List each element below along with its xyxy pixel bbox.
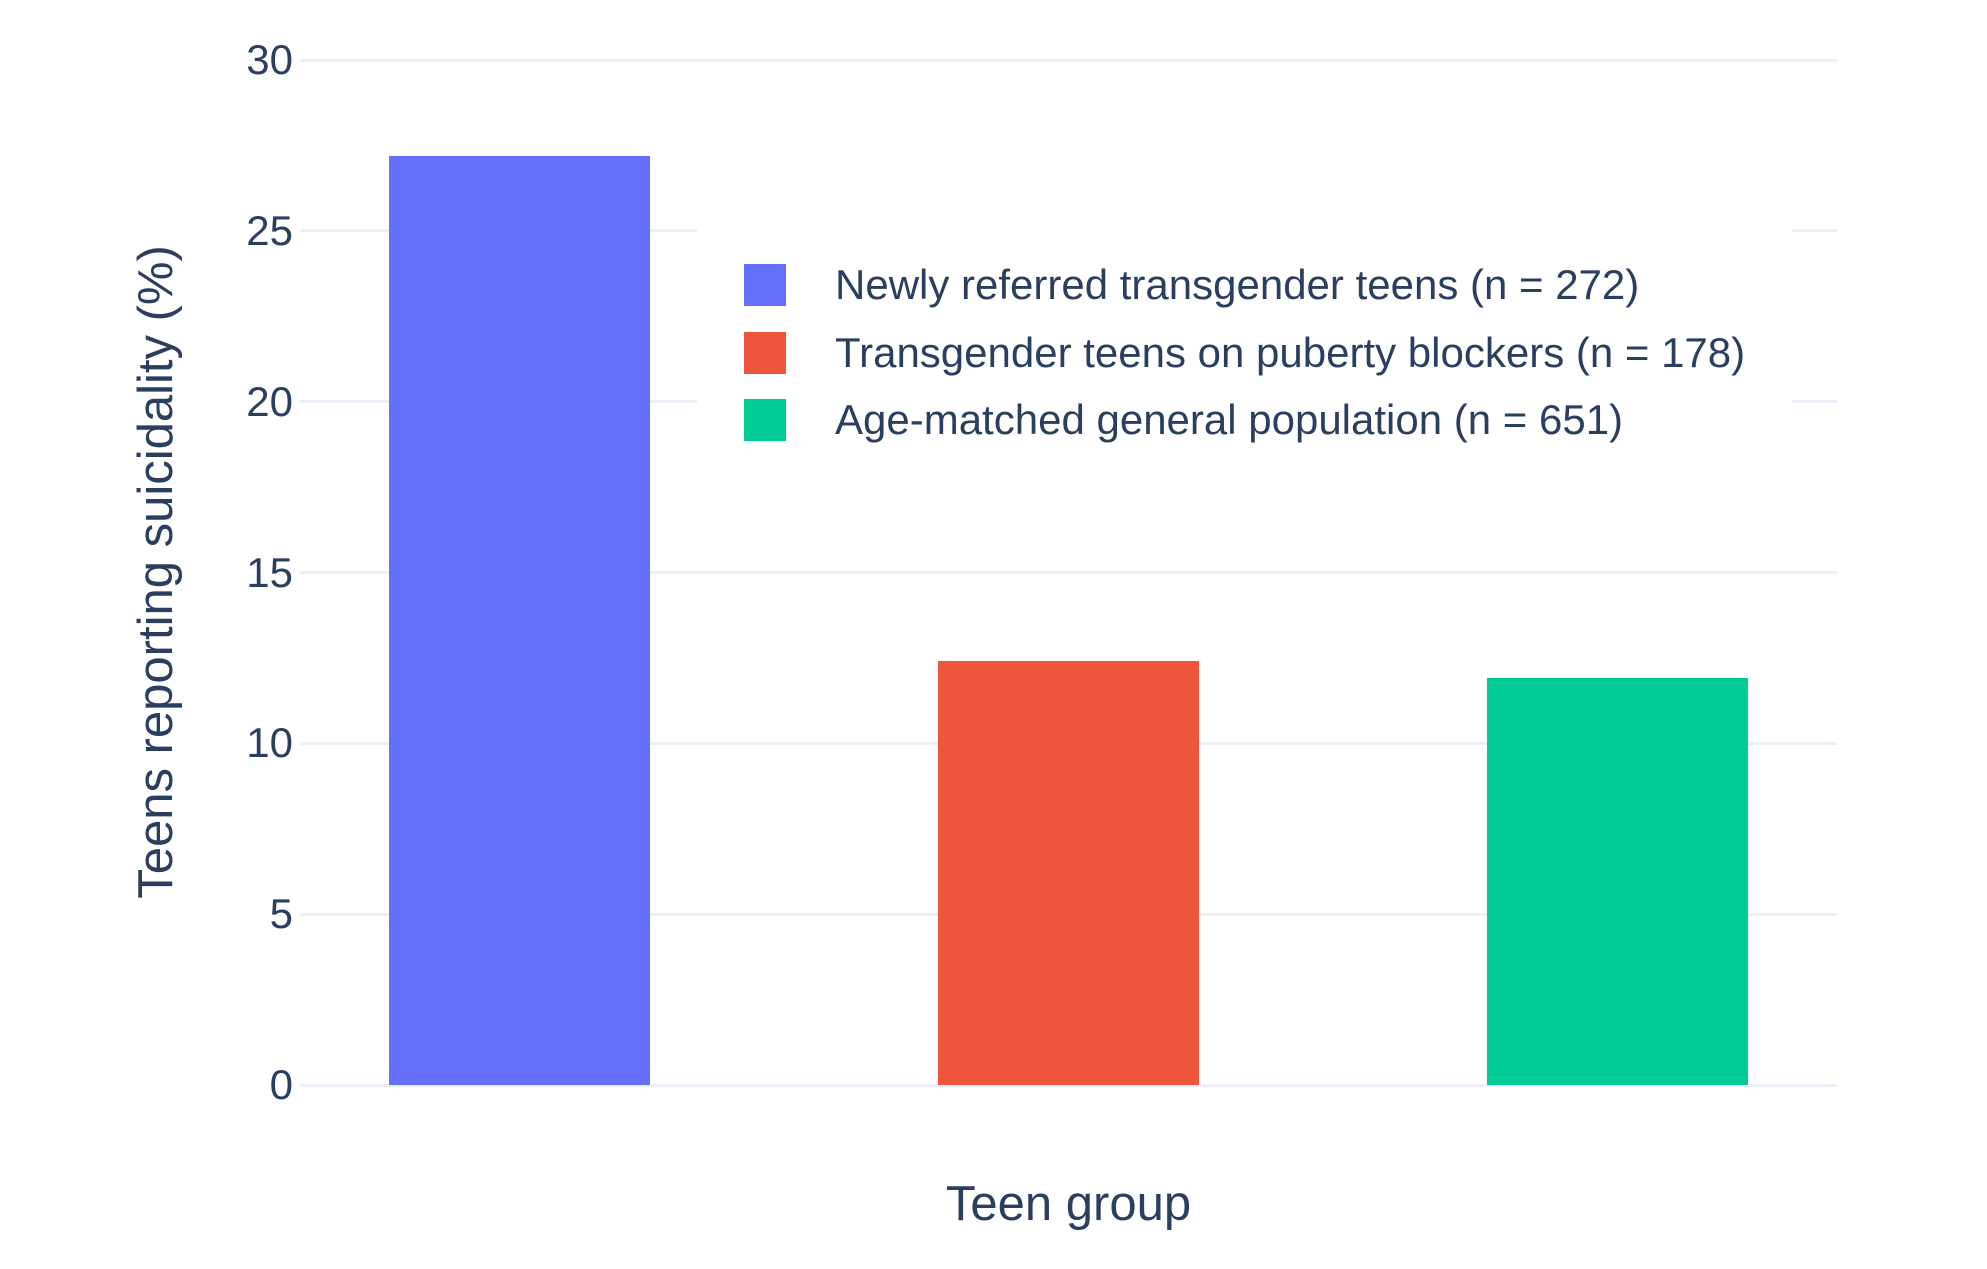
legend: Newly referred transgender teens (n = 27… (697, 210, 1792, 458)
y-tick-label-25: 25 (246, 206, 293, 254)
legend-label: Age-matched general population (n = 651) (835, 396, 1624, 443)
gridline-30 (300, 58, 1837, 62)
gridline-15 (300, 571, 1837, 575)
legend-swatch-icon (744, 399, 786, 441)
y-tick-label-5: 5 (269, 890, 293, 938)
legend-swatch-icon (744, 331, 786, 374)
bar-age-matched-general-population[interactable] (1487, 678, 1748, 1085)
legend-swatch-icon (744, 264, 786, 306)
legend-item-age-matched-general-population[interactable]: Age-matched general population (n = 651) (744, 398, 1762, 442)
bar-transgender-teens-on-puberty-blockers[interactable] (938, 661, 1199, 1085)
legend-item-transgender-teens-on-puberty-blockers[interactable]: Transgender teens on puberty blockers (n… (744, 328, 1762, 376)
legend-label: Newly referred transgender teens (n = 27… (835, 261, 1640, 308)
y-tick-label-0: 0 (269, 1061, 293, 1108)
y-tick-label-10: 10 (246, 719, 293, 767)
gridline-0 (300, 1083, 1837, 1087)
x-axis-title: Teen group (945, 1177, 1192, 1231)
y-tick-label-20: 20 (246, 377, 293, 425)
plot-area (300, 46, 1837, 1087)
bar-newly-referred-transgender-teens[interactable] (389, 155, 650, 1085)
y-tick-label-30: 30 (246, 36, 293, 83)
y-tick-label-15: 15 (246, 548, 293, 596)
legend-item-newly-referred-transgender-teens[interactable]: Newly referred transgender teens (n = 27… (744, 263, 1762, 307)
legend-label: Transgender teens on puberty blockers (n… (835, 328, 1746, 376)
